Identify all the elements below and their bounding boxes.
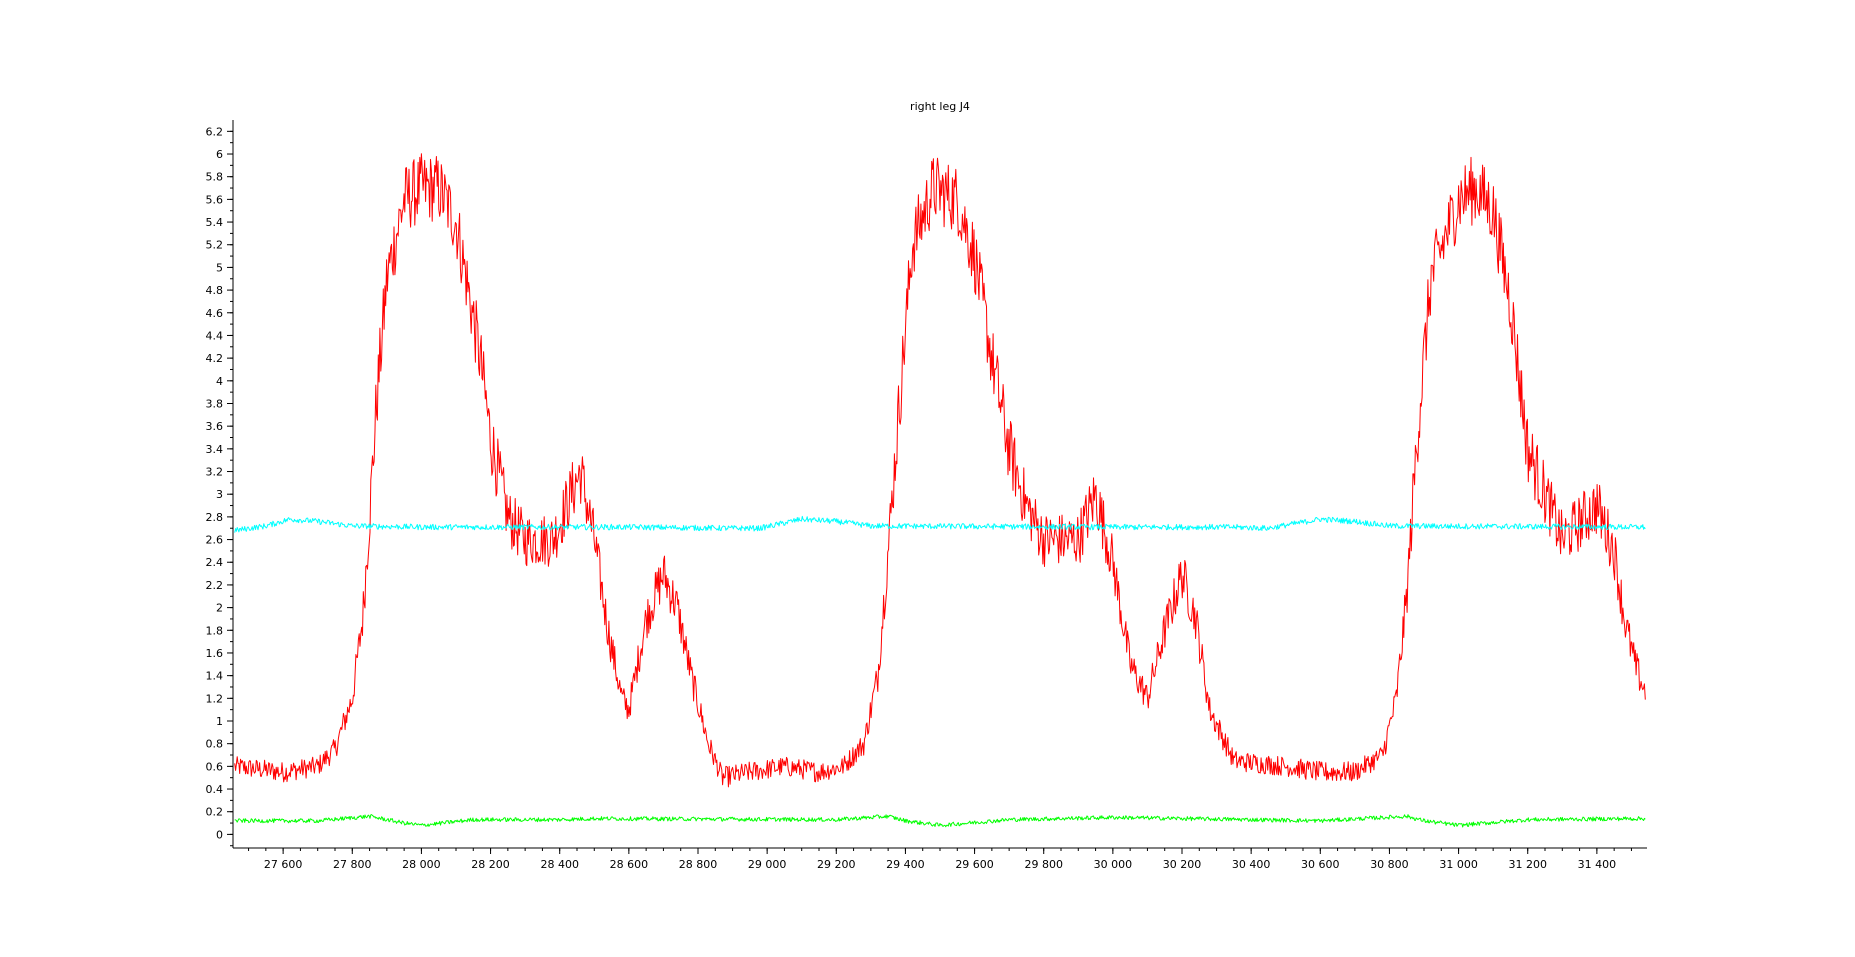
x-tick-label: 28 200	[471, 858, 510, 871]
x-tick-label: 28 800	[679, 858, 718, 871]
x-tick-label: 29 400	[886, 858, 925, 871]
x-tick-label: 29 200	[817, 858, 856, 871]
x-tick-label: 27 600	[264, 858, 303, 871]
y-tick-label: 4.6	[206, 307, 224, 320]
y-tick-label: 4	[216, 375, 223, 388]
y-tick-label: 0	[216, 828, 223, 841]
x-tick-label: 27 800	[333, 858, 372, 871]
x-tick-label: 31 400	[1578, 858, 1617, 871]
series-line-2	[234, 814, 1646, 828]
x-tick-label: 29 600	[955, 858, 994, 871]
y-tick-label: 1	[216, 715, 223, 728]
y-tick-label: 5	[216, 261, 223, 274]
y-tick-label: 2.8	[206, 511, 224, 524]
x-tick-label: 29 000	[748, 858, 787, 871]
y-tick-label: 4.4	[206, 329, 224, 342]
x-tick-label: 30 400	[1232, 858, 1271, 871]
y-tick-label: 1.8	[206, 624, 224, 637]
y-tick-label: 0.6	[206, 760, 224, 773]
y-tick-label: 3.4	[206, 443, 224, 456]
series-line-1	[234, 515, 1646, 533]
y-tick-label: 5.8	[206, 171, 224, 184]
x-tick-label: 30 000	[1094, 858, 1133, 871]
y-tick-label: 2	[216, 602, 223, 615]
y-tick-label: 2.4	[206, 556, 224, 569]
y-tick-label: 1.2	[206, 692, 224, 705]
y-tick-label: 0.4	[206, 783, 224, 796]
chart-title: right leg J4	[910, 100, 970, 113]
y-tick-label: 3.6	[206, 420, 224, 433]
x-tick-label: 31 200	[1508, 858, 1547, 871]
y-tick-label: 5.6	[206, 193, 224, 206]
x-tick-label: 30 200	[1163, 858, 1202, 871]
series-layer	[234, 153, 1646, 828]
x-tick-label: 30 800	[1370, 858, 1409, 871]
y-tick-label: 0.2	[206, 806, 224, 819]
y-tick-label: 6	[216, 148, 223, 161]
y-tick-label: 1.6	[206, 647, 224, 660]
y-tick-label: 5.2	[206, 239, 224, 252]
y-tick-label: 6.2	[206, 125, 224, 138]
series-line-0	[234, 153, 1646, 788]
x-tick-label: 31 000	[1439, 858, 1478, 871]
y-tick-label: 2.2	[206, 579, 224, 592]
y-tick-label: 1.4	[206, 670, 224, 683]
axes-layer: 0 0.2 0.4 0.6 0.8 1 1.2 1.4 1.6 1.8 2 2.2 2.4 2.6 2.8 3…	[206, 120, 1647, 871]
x-tick-label: 28 000	[402, 858, 441, 871]
y-tick-label: 4.8	[206, 284, 224, 297]
x-tick-label: 28 600	[610, 858, 649, 871]
x-tick-label: 30 600	[1301, 858, 1340, 871]
y-tick-label: 3.2	[206, 466, 224, 479]
y-tick-label: 3	[216, 488, 223, 501]
y-tick-label: 3.8	[206, 397, 224, 410]
x-tick-label: 28 400	[540, 858, 579, 871]
y-tick-label: 4.2	[206, 352, 224, 365]
y-tick-label: 2.6	[206, 534, 224, 547]
y-tick-label: 5.4	[206, 216, 224, 229]
x-tick-label: 29 800	[1024, 858, 1063, 871]
y-tick-label: 0.8	[206, 738, 224, 751]
